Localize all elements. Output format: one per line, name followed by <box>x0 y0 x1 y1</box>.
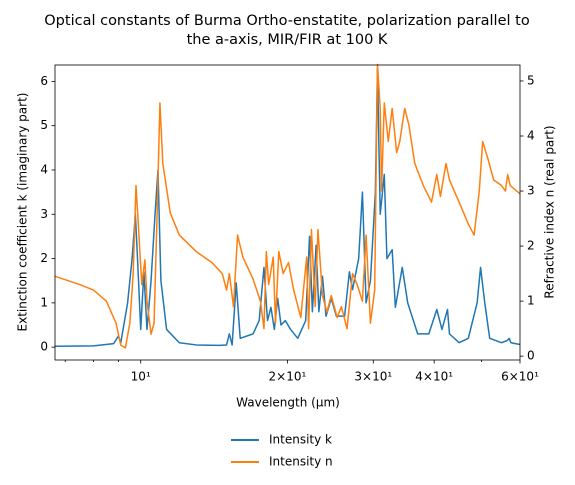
x-tick-label: 6×10¹ <box>501 370 539 384</box>
y-tick-label: 5 <box>40 118 48 132</box>
legend-label: Intensity k <box>269 433 332 447</box>
data-line <box>54 67 521 348</box>
data-line <box>54 63 521 349</box>
y-axis-label: Extinction coefficient k (imaginary part… <box>16 93 30 332</box>
y2-tick-label: 5 <box>527 73 535 87</box>
y2-tick-label: 3 <box>527 184 535 198</box>
chart-title: the a-axis, MIR/FIR at 100 K <box>187 32 388 48</box>
y2-tick-label: 2 <box>527 239 535 253</box>
chart-title: Optical constants of Burma Ortho-enstati… <box>44 13 530 29</box>
x-tick-label: 10¹ <box>131 370 151 384</box>
y-tick-label: 4 <box>40 162 48 176</box>
y2-tick-label: 0 <box>527 349 535 363</box>
y-tick-label: 6 <box>40 74 48 88</box>
x-tick-label: 3×10¹ <box>354 370 392 384</box>
y-tick-label: 3 <box>40 207 48 221</box>
x-axis-label: Wavelength (μm) <box>236 396 340 410</box>
y-tick-label: 0 <box>40 340 48 354</box>
y2-tick-label: 1 <box>527 294 535 308</box>
x-tick-label: 2×10¹ <box>269 370 307 384</box>
legend-label: Intensity n <box>269 455 333 469</box>
y-tick-label: 2 <box>40 251 48 265</box>
y2-axis-label: Refractive index n (real part) <box>543 125 557 298</box>
y-tick-label: 1 <box>40 295 48 309</box>
y2-tick-label: 4 <box>527 128 535 142</box>
x-tick-label: 4×10¹ <box>415 370 453 384</box>
